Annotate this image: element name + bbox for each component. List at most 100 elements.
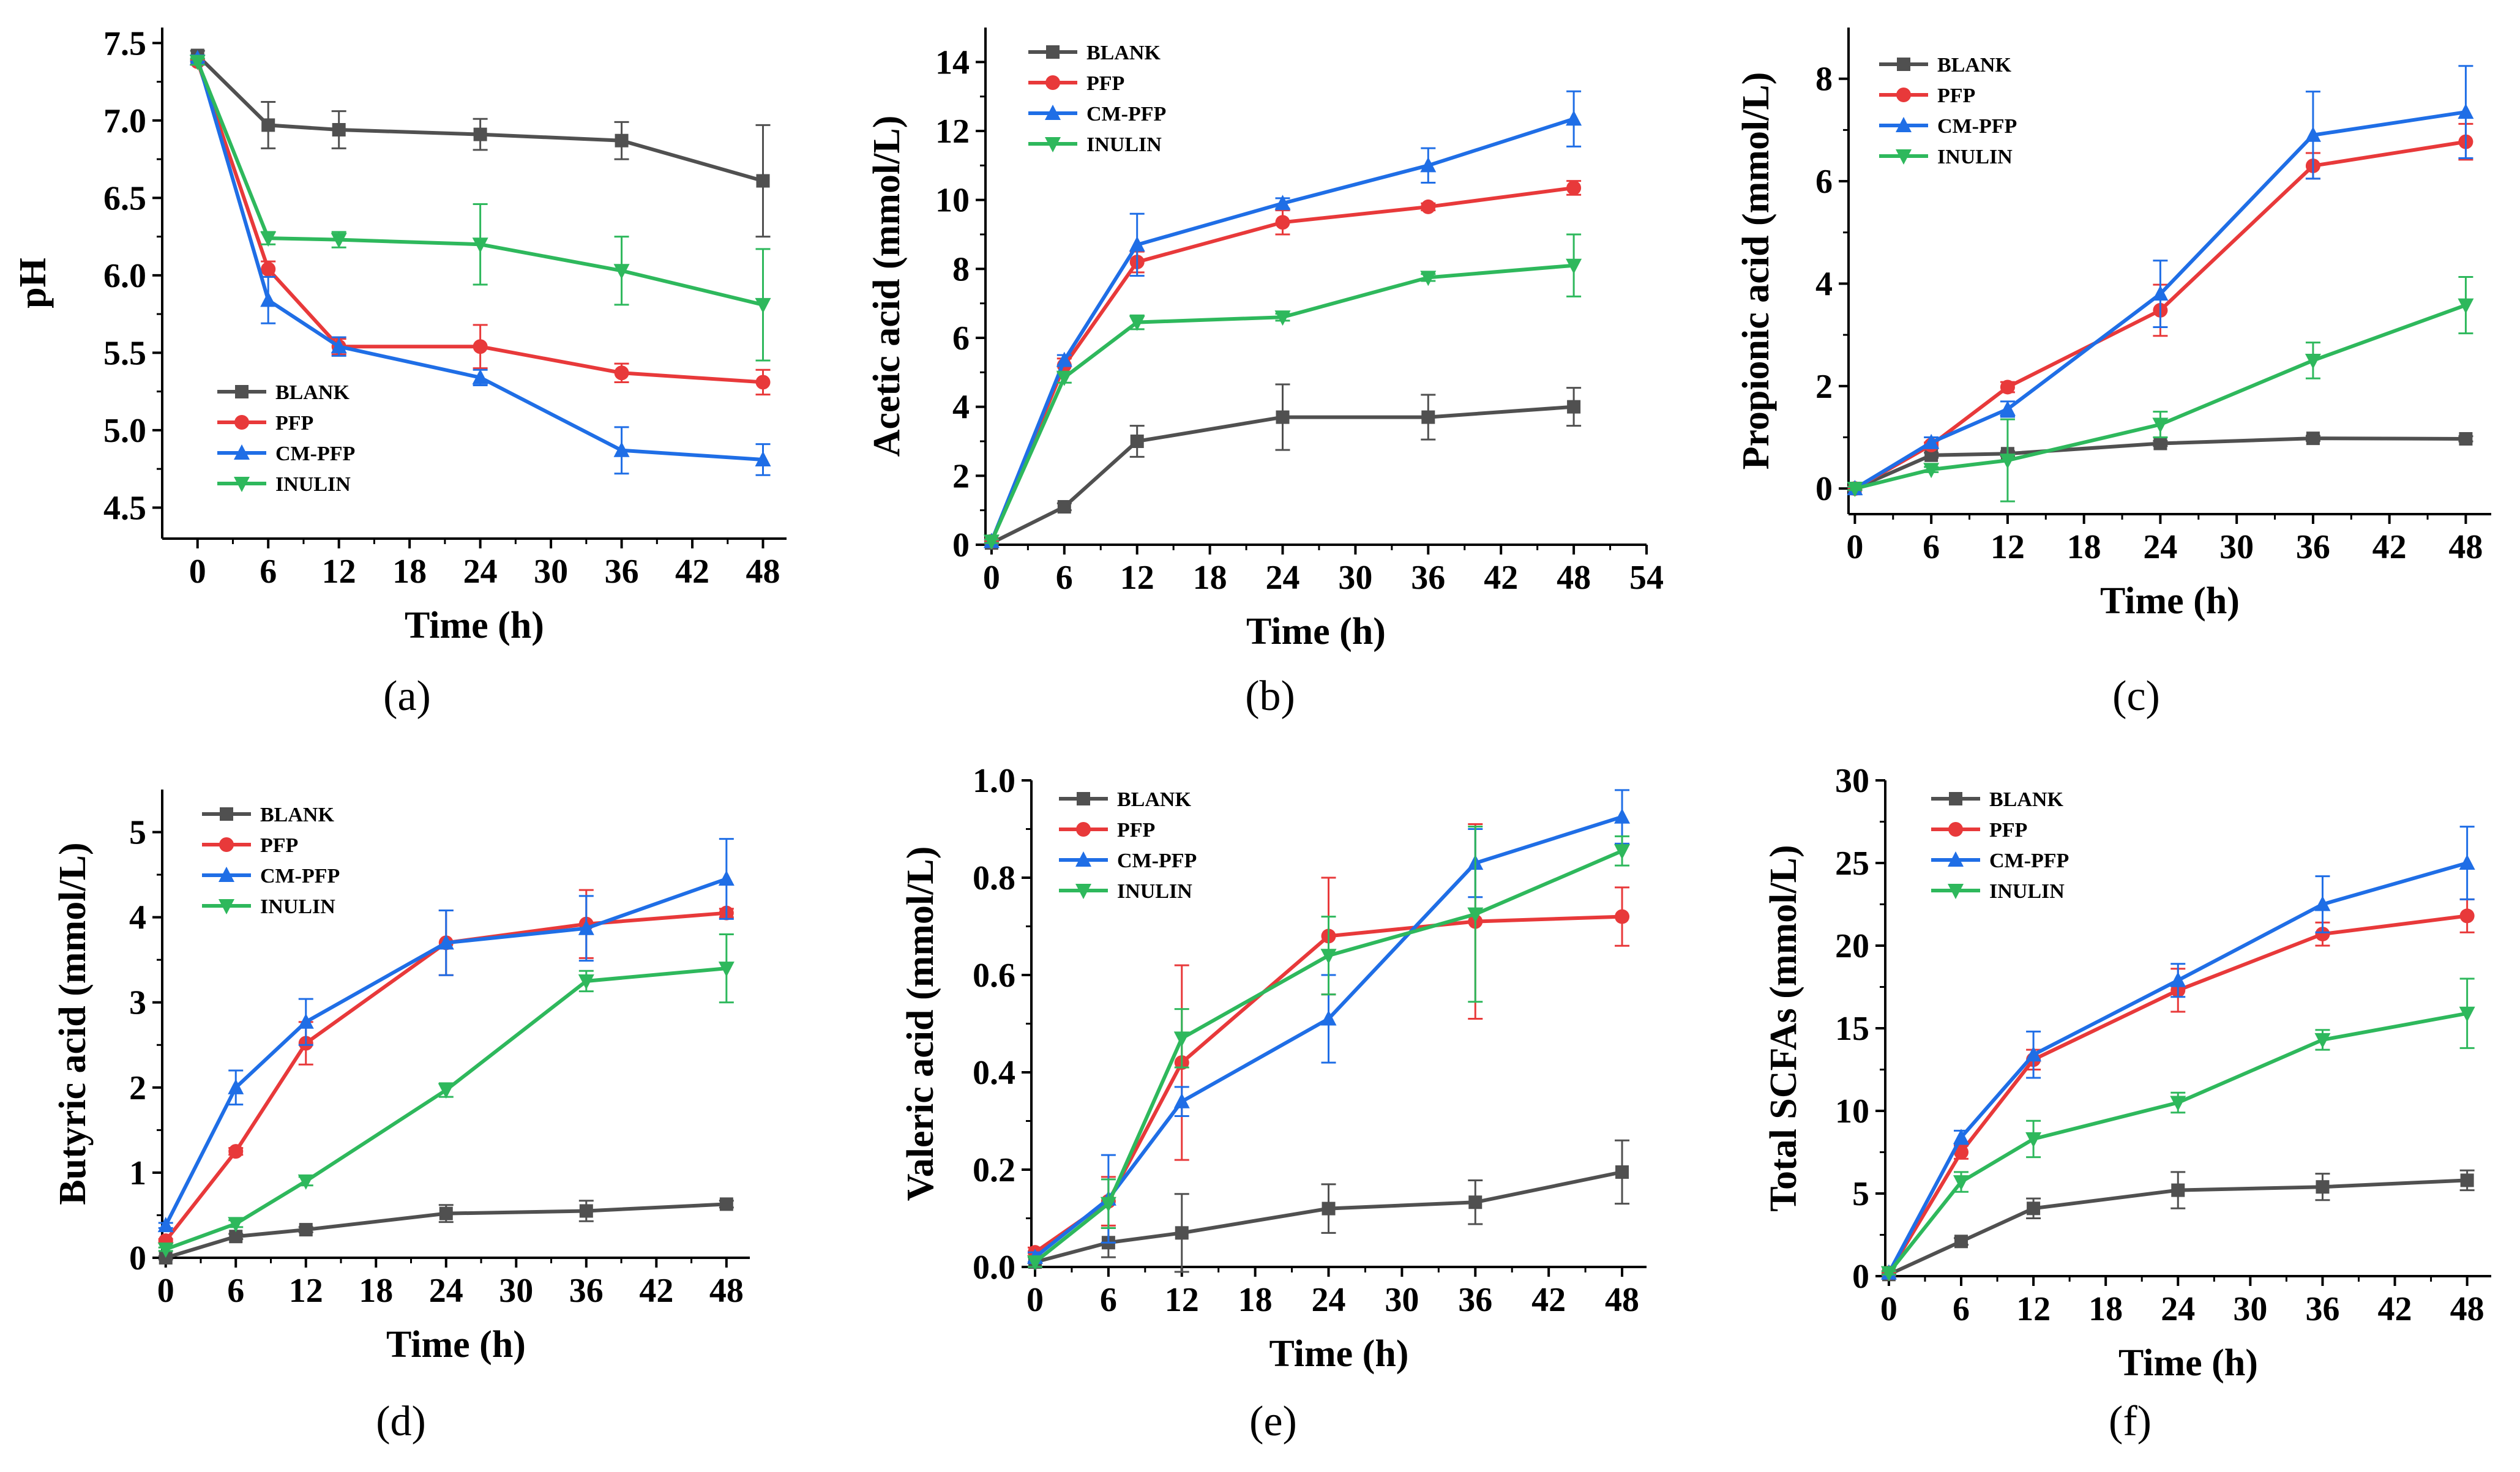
- y-tick-label: 5.5: [103, 334, 146, 372]
- legend-marker: [234, 444, 250, 460]
- legend-label-pfp: PFP: [1117, 819, 1155, 842]
- y-tick-label: 0: [1852, 1258, 1869, 1296]
- data-point: [2458, 298, 2474, 314]
- data-point: [2027, 1201, 2041, 1216]
- x-tick-label: 24: [2143, 528, 2177, 566]
- data-point: [755, 375, 771, 390]
- x-tick-label: 0: [157, 1272, 174, 1310]
- legend-label-pfp: PFP: [1937, 84, 1975, 107]
- x-tick-label: 6: [1923, 528, 1940, 566]
- x-tick-label: 24: [429, 1272, 463, 1310]
- series-line: [1887, 1011, 2468, 1274]
- x-tick-label: 6: [1953, 1290, 1970, 1328]
- series-inulin: [157, 933, 735, 1258]
- legend-marker: [1949, 792, 1962, 805]
- legend-marker: [1075, 851, 1091, 867]
- data-point: [331, 233, 347, 248]
- series-blank: [158, 1197, 734, 1265]
- data-point: [2000, 379, 2015, 395]
- x-tick-label: 12: [322, 553, 356, 591]
- legend-label-cm-pfp: CM-PFP: [1117, 850, 1197, 872]
- data-point: [1421, 410, 1435, 424]
- legend-marker: [219, 837, 234, 852]
- data-point: [261, 118, 275, 132]
- legend-label-cm-pfp: CM-PFP: [275, 443, 355, 465]
- data-point: [1056, 370, 1072, 386]
- series-line: [195, 58, 763, 461]
- x-tick-label: 12: [2016, 1290, 2051, 1328]
- y-tick-label: 7.0: [103, 102, 146, 140]
- legend: BLANK PFP CM-PFP INULIN: [202, 804, 340, 918]
- x-tick-label: 36: [2305, 1290, 2339, 1328]
- data-point: [1420, 271, 1437, 286]
- legend-label-inulin: INULIN: [1117, 880, 1192, 903]
- series-line: [1854, 436, 2466, 490]
- data-point: [472, 368, 488, 384]
- data-point: [1468, 1195, 1482, 1209]
- panel-caption: (f): [2109, 1398, 2152, 1445]
- series-line: [195, 61, 764, 307]
- data-point: [1923, 463, 1940, 479]
- series-blank: [1881, 1169, 2475, 1282]
- x-tick-label: 12: [289, 1272, 323, 1310]
- legend-marker: [1045, 137, 1061, 152]
- data-point: [1954, 1235, 1968, 1249]
- legend-marker: [1045, 105, 1061, 120]
- series-cm-pfp: [983, 90, 1582, 548]
- y-tick-label: 8: [952, 250, 970, 288]
- y-tick-label: 8: [1815, 61, 1833, 99]
- data-point: [1129, 236, 1145, 252]
- data-point: [438, 1083, 454, 1099]
- y-tick-label: 0.2: [973, 1151, 1015, 1189]
- data-point: [1953, 1145, 1969, 1160]
- legend-marker: [1948, 851, 1964, 867]
- data-point: [228, 1217, 244, 1233]
- data-point: [2025, 1132, 2042, 1148]
- legend: BLANK PFP CM-PFP INULIN: [1059, 788, 1197, 903]
- data-point: [1056, 351, 1072, 367]
- x-tick-label: 18: [2088, 1290, 2123, 1328]
- data-point: [579, 1204, 593, 1218]
- legend-label-pfp: PFP: [275, 412, 313, 435]
- data-point: [189, 54, 206, 70]
- x-tick-label: 48: [746, 553, 780, 591]
- data-point: [1953, 1175, 1969, 1191]
- data-point: [2306, 432, 2320, 446]
- data-point: [260, 231, 277, 247]
- x-tick-label: 0: [983, 559, 1000, 597]
- data-point: [1566, 258, 1582, 274]
- data-point: [2314, 1033, 2331, 1048]
- series-blank: [1027, 1139, 1630, 1273]
- y-tick-label: 0: [952, 526, 970, 564]
- data-point: [1999, 400, 2016, 416]
- y-tick-label: 5: [1852, 1175, 1869, 1213]
- data-point: [1320, 1010, 1337, 1026]
- series-inulin: [983, 233, 1582, 550]
- data-point: [1274, 195, 1291, 211]
- x-tick-label: 18: [1238, 1281, 1273, 1319]
- legend-marker: [1897, 58, 1910, 71]
- series-line: [1854, 303, 2467, 491]
- x-tick-label: 36: [1458, 1281, 1492, 1319]
- y-axis-label: Propionic acid (mmol/L): [1735, 72, 1777, 470]
- y-tick-label: 0.0: [973, 1249, 1015, 1287]
- x-tick-label: 54: [1629, 559, 1664, 597]
- data-point: [1057, 500, 1071, 514]
- y-axis-label: Total SCFAs (mmol/L): [1763, 845, 1804, 1211]
- legend-label-cm-pfp: CM-PFP: [260, 865, 340, 887]
- series-line: [1887, 914, 2468, 1274]
- x-tick-label: 18: [1193, 559, 1227, 597]
- y-tick-label: 20: [1835, 927, 1869, 965]
- data-point: [613, 264, 630, 280]
- legend-marker: [220, 807, 233, 821]
- x-tick-label: 0: [1026, 1281, 1044, 1319]
- x-tick-label: 24: [2161, 1290, 2195, 1328]
- data-point: [1615, 1165, 1629, 1179]
- x-tick-label: 30: [1385, 1281, 1419, 1319]
- series-blank: [1847, 432, 2473, 496]
- y-tick-label: 1.0: [973, 762, 1015, 800]
- legend: BLANK PFP CM-PFP INULIN: [1028, 42, 1166, 156]
- legend-marker: [235, 385, 249, 398]
- x-axis-label: Time (h): [405, 605, 544, 646]
